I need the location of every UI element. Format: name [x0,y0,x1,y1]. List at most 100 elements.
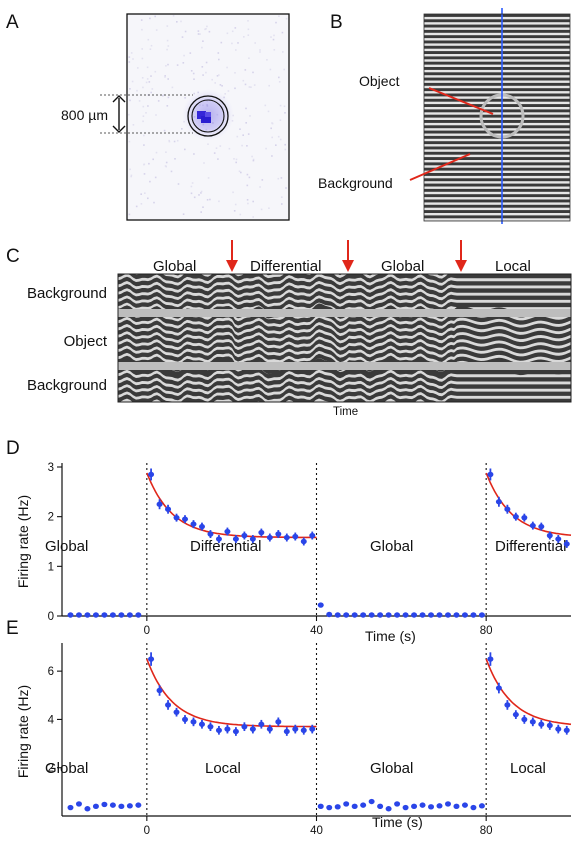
noise-speck [246,199,249,201]
noise-speck [200,211,202,213]
e-data-point [224,726,231,732]
object-pointer [428,87,494,115]
noise-speck [152,158,154,161]
grating-stripe [424,114,570,118]
noise-speck [142,86,144,89]
noise-speck [197,30,200,32]
noise-speck [272,38,275,41]
noise-speck [252,158,255,161]
d-data-point [275,531,282,537]
grating-stripe [424,40,570,44]
noise-speck [242,134,244,136]
d-data-point [377,612,384,618]
grating-stripe [424,173,570,176]
noise-speck [251,155,253,158]
e-data-point [478,803,485,809]
d-data-point [190,521,197,527]
d-data-point [529,522,536,529]
noise-speck [176,21,178,23]
noise-speck [278,81,281,83]
noise-speck [252,159,255,162]
e-data-point [317,803,324,810]
noise-speck [157,100,160,102]
noise-speck [238,170,241,173]
e-data-point [300,727,307,733]
noise-speck [226,66,228,69]
noise-speck [239,128,241,130]
panel-a-micrograph: 800 µm [61,13,290,221]
e-data-point [292,726,299,732]
d-data-point [148,471,155,478]
noise-speck [228,147,231,150]
noise-speck [281,196,283,198]
noise-speck [155,114,157,116]
noise-speck [278,76,280,79]
kymograph-stripe [118,339,571,355]
separator-bottom [118,362,571,370]
e-data-point [563,727,570,733]
d-ytick-label: 3 [48,462,54,474]
epoch-label-2: Differential [250,258,321,275]
noise-speck [180,20,182,23]
panel-label-e: E [6,618,19,639]
d-data-point [101,612,108,618]
noise-speck [204,28,206,31]
noise-speck [202,40,204,42]
noise-speck [235,158,238,161]
e-data-point [207,723,214,730]
noise-speck [154,70,157,73]
noise-speck [129,168,131,171]
d-data-point [67,612,74,618]
noise-speck [211,78,213,81]
noise-speck [281,31,284,34]
d-data-point [241,532,248,539]
d-data-point [292,533,299,540]
noise-speck [148,81,151,83]
kymograph-stripe [118,303,571,319]
noise-speck [247,202,249,205]
kymograph-stripe [118,346,571,363]
e-data-point [512,711,519,718]
noise-speck [218,58,220,61]
e-data-point [402,804,409,811]
noise-speck [168,139,170,142]
d-data-point [470,612,477,618]
noise-speck [267,110,270,113]
noise-speck [150,75,152,77]
grating-stripe [424,146,570,150]
noise-speck [279,104,282,107]
noise-speck [162,94,164,97]
d-data-point [283,534,290,541]
d-data-point [453,612,460,618]
noise-speck [277,135,280,138]
noise-speck [141,28,143,31]
d-data-point [165,506,172,512]
panel-b-stimulus: Object Background [318,8,571,224]
noise-speck [147,105,149,107]
panel-label-c: C [6,246,20,267]
noise-speck [252,216,254,218]
d-data-point [334,612,341,618]
transition-arrow-1 [226,240,238,272]
kymograph-stripe [118,317,571,334]
e-data-point [109,802,116,808]
noise-speck [231,30,234,33]
noise-speck [268,84,270,87]
noise-speck [190,70,193,72]
noise-speck [235,49,237,51]
d-data-point [84,612,91,618]
grating-stripe [424,204,570,208]
noise-speck [234,27,237,29]
kymograph-stripe [118,379,571,394]
noise-speck [264,104,267,107]
e-data-point [351,803,358,810]
noise-speck [146,66,149,69]
noise-speck [259,49,261,51]
d-data-point [198,523,205,530]
noise-speck [145,112,147,114]
grating-stripe [424,67,570,70]
e-data-point [198,721,205,727]
noise-speck [172,15,175,17]
e-data-point [504,702,511,708]
d-data-point [428,612,435,618]
